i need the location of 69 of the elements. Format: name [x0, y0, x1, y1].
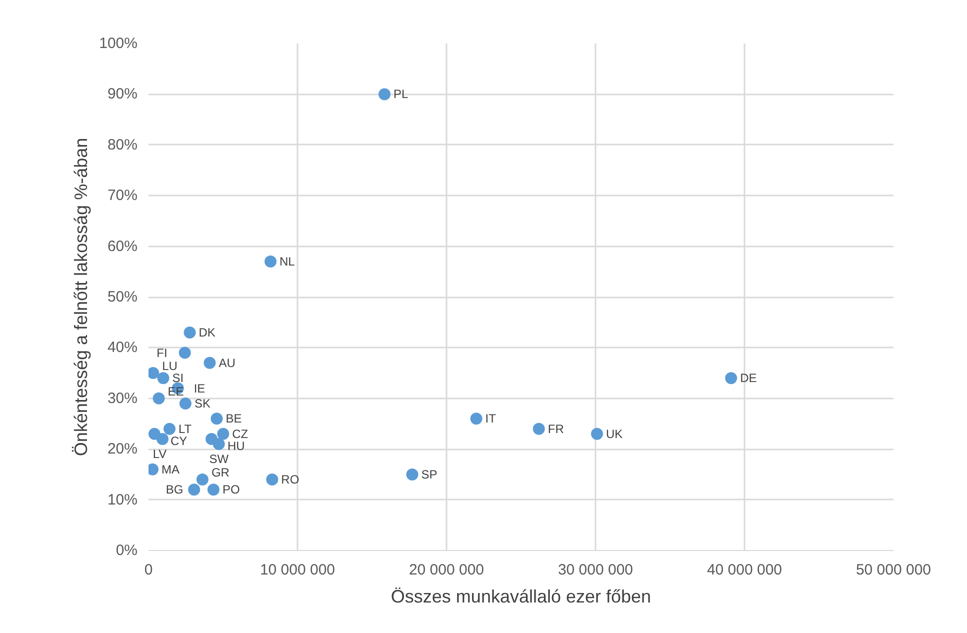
point	[590, 428, 603, 440]
y-tick-label: 40%	[107, 339, 138, 356]
point	[196, 474, 208, 486]
point	[207, 484, 220, 496]
data-label: PO	[222, 482, 240, 497]
data-label: NL	[280, 254, 296, 269]
x-tick-label: 50 000 000	[856, 562, 932, 578]
point	[156, 432, 169, 445]
x-axis-title: Összes munkavállaló ezer főben	[390, 586, 652, 606]
point	[148, 428, 160, 440]
data-label: SP	[421, 467, 438, 482]
y-tick-label: 0%	[116, 542, 138, 559]
point	[179, 397, 192, 410]
data-label: CY	[170, 434, 188, 448]
point	[178, 346, 191, 359]
y-tick-label: 20%	[107, 440, 138, 458]
x-tick-label: 40 000 000	[706, 562, 782, 578]
data-label: DE	[740, 371, 757, 386]
point	[164, 422, 176, 435]
y-tick-label: 50%	[107, 288, 138, 306]
data-label: CZ	[232, 426, 248, 441]
y-tick-label: 80%	[107, 136, 138, 154]
data-label: SK	[194, 396, 210, 410]
point	[148, 367, 160, 380]
point	[210, 412, 223, 425]
data-label: PL	[394, 87, 409, 102]
point	[725, 372, 738, 384]
y-tick-label: 100%	[99, 35, 138, 52]
data-label: IE	[194, 381, 206, 396]
data-label: UK	[606, 426, 623, 441]
y-tick-label: 70%	[107, 187, 138, 204]
data-label: BG	[166, 482, 184, 497]
point	[378, 88, 391, 100]
x-tick-label: 20 000 000	[408, 562, 484, 578]
point	[406, 468, 418, 480]
point	[264, 256, 277, 268]
point	[152, 392, 165, 404]
point	[188, 484, 200, 496]
point	[217, 428, 230, 440]
data-label: LU	[162, 359, 178, 374]
data-label: SI	[172, 371, 184, 386]
point	[470, 412, 482, 425]
x-tick-label: 30 000 000	[558, 562, 634, 578]
data-label: SW	[209, 452, 230, 466]
point	[204, 356, 216, 369]
y-tick-label: 90%	[107, 86, 138, 103]
point	[532, 422, 545, 435]
data-label: AU	[218, 356, 236, 370]
point	[212, 438, 225, 450]
y-tick-label: 10%	[107, 491, 138, 508]
data-label: HU	[228, 438, 245, 453]
data-label: IT	[485, 412, 497, 426]
y-tick-label: 30%	[107, 390, 138, 407]
data-label: FR	[548, 422, 564, 436]
x-tick-label: 0	[144, 562, 153, 578]
data-label: RO	[281, 472, 300, 487]
point	[266, 474, 278, 486]
x-tick-label: 10 000 000	[260, 562, 336, 578]
data-label: LT	[178, 422, 192, 436]
data-label: MA	[162, 462, 180, 476]
y-axis-title: Önkéntesség a felnőtt lakosság %-ában	[71, 138, 92, 456]
data-label: LV	[152, 446, 167, 461]
data-label: FI	[156, 346, 168, 360]
data-label: DK	[198, 325, 216, 340]
point	[157, 372, 170, 384]
y-tick-label: 60%	[107, 238, 138, 255]
point	[184, 326, 196, 338]
data-label: BE	[226, 412, 242, 426]
data-label: GR	[211, 466, 230, 480]
